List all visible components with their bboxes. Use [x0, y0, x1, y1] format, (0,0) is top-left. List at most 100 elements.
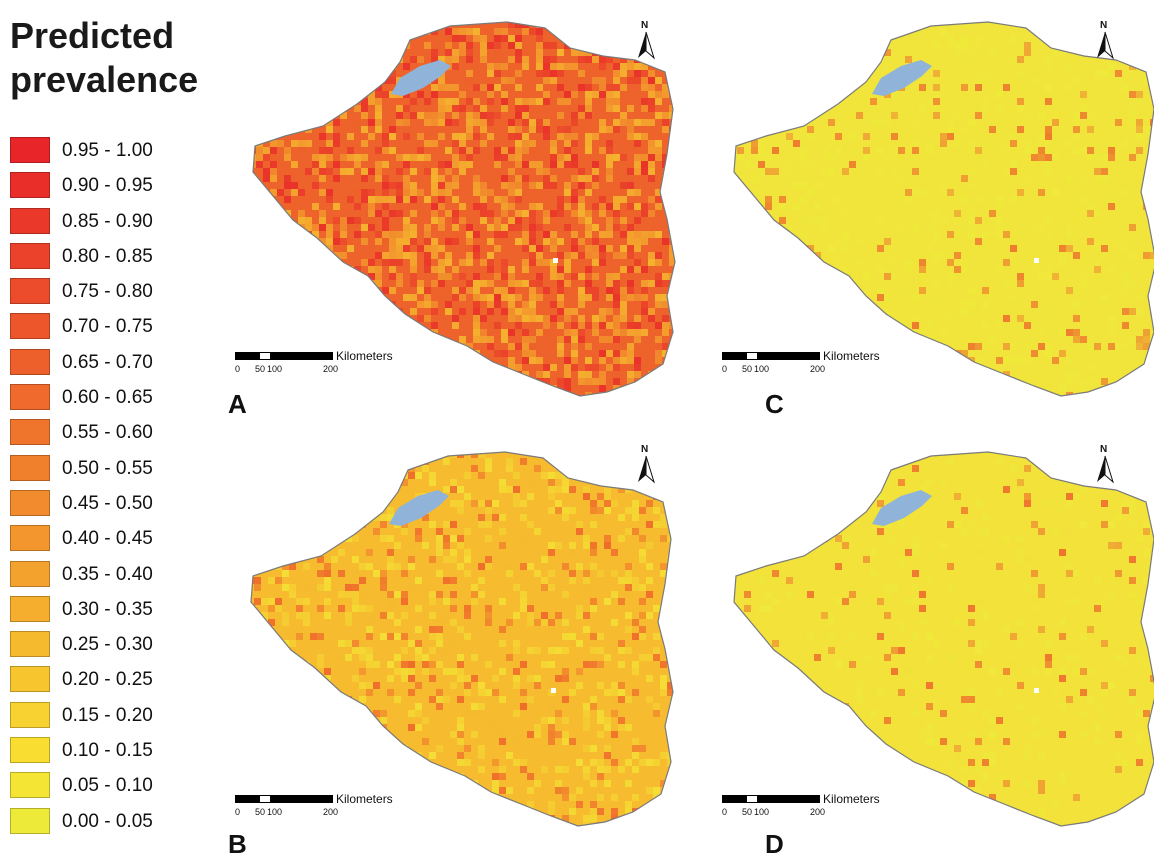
legend-range-label: 0.25 - 0.30: [62, 634, 153, 656]
legend-swatch: [10, 737, 50, 764]
north-label: N: [1100, 444, 1108, 455]
lake-kariba: [872, 60, 932, 96]
legend-range-label: 0.00 - 0.05: [62, 810, 153, 832]
map-panel-d: N Kilometers 0 50 100 200 D: [718, 430, 1154, 868]
scale-bar: Kilometers 0 50 100 200: [235, 792, 435, 825]
scale-tick-label: 0: [722, 364, 728, 374]
city-marker: [553, 258, 558, 263]
prevalence-map-c: [733, 21, 1154, 397]
legend-range-label: 0.35 - 0.40: [62, 563, 153, 585]
lake-kariba: [872, 490, 932, 526]
legend-swatch: [10, 701, 50, 728]
prevalence-surface: [251, 452, 673, 826]
scale-segment: [235, 795, 247, 803]
prevalence-map-a: [252, 21, 676, 397]
legend-swatch: [10, 807, 50, 834]
scale-bar-graphic: [722, 352, 822, 362]
country-border: [252, 21, 676, 397]
legend-range-label: 0.05 - 0.10: [62, 775, 153, 797]
legend-swatch: [10, 242, 50, 269]
prevalence-map-d: [733, 451, 1154, 827]
scale-tick-label: 100: [267, 807, 283, 817]
map-panel-c: N Kilometers 0 50 100 200 C: [718, 0, 1154, 430]
legend-swatch: [10, 489, 50, 516]
scale-segment: [283, 352, 333, 360]
legend-swatch: [10, 525, 50, 552]
legend-range-label: 0.65 - 0.70: [62, 351, 153, 373]
legend-swatch: [10, 560, 50, 587]
legend-swatch: [10, 419, 50, 446]
north-arrow-icon: N: [1094, 444, 1116, 484]
north-arrow-icon: N: [635, 20, 657, 60]
country-border: [733, 21, 1154, 397]
legend-range-label: 0.70 - 0.75: [62, 316, 153, 338]
lake-kariba: [391, 60, 451, 96]
legend-range-label: 0.10 - 0.15: [62, 740, 153, 762]
scale-tick-label: 200: [810, 364, 826, 374]
scale-segment: [259, 352, 271, 360]
city-marker: [1034, 688, 1039, 693]
scale-tick-label: 50: [742, 364, 753, 374]
legend-range-label: 0.30 - 0.35: [62, 598, 153, 620]
legend-swatch: [10, 313, 50, 340]
scale-tick-label: 50: [742, 807, 753, 817]
scale-bar: Kilometers 0 50 100 200: [722, 792, 922, 825]
country-border: [250, 451, 674, 827]
scale-segment: [247, 795, 259, 803]
city-marker: [551, 688, 556, 693]
scale-segment: [259, 795, 271, 803]
scale-bar: Kilometers 0 50 100 200: [235, 349, 435, 382]
legend-range-label: 0.50 - 0.55: [62, 457, 153, 479]
scale-segment: [271, 795, 283, 803]
legend-range-label: 0.90 - 0.95: [62, 175, 153, 197]
scale-segment: [734, 352, 746, 360]
north-arrow-icon: N: [1094, 20, 1116, 60]
scale-bar-graphic: [722, 795, 822, 805]
scale-tick-label: 100: [267, 364, 283, 374]
north-arrow-icon: N: [635, 444, 657, 484]
scale-segment: [758, 795, 770, 803]
scale-tick-label: 100: [754, 807, 770, 817]
scale-tick-label: 50: [255, 807, 266, 817]
country-border: [733, 451, 1154, 827]
scale-segment: [746, 795, 758, 803]
scale-tick-label: 100: [754, 364, 770, 374]
north-label: N: [641, 444, 649, 455]
legend-swatch: [10, 454, 50, 481]
scale-segment: [758, 352, 770, 360]
lake-kariba: [389, 490, 449, 526]
legend-range-label: 0.80 - 0.85: [62, 245, 153, 267]
prevalence-surface: [734, 452, 1154, 826]
map-panel-a: N Kilometers 0 50 100 200 A: [228, 0, 695, 430]
scale-unit-label: Kilometers: [823, 349, 880, 363]
legend: Predicted prevalence 0.95 - 1.00 0.90 - 0…: [0, 0, 230, 868]
country-fill: [734, 22, 1154, 396]
legend-range-label: 0.45 - 0.50: [62, 492, 153, 514]
country-fill: [251, 452, 673, 826]
legend-swatch: [10, 666, 50, 693]
scale-tick-label: 50: [255, 364, 266, 374]
panel-letter-b: B: [228, 829, 247, 859]
scale-bar-graphic: [235, 795, 335, 805]
scale-tick-label: 0: [722, 807, 728, 817]
scale-segment: [734, 795, 746, 803]
scale-unit-label: Kilometers: [823, 792, 880, 806]
scale-bar: Kilometers 0 50 100 200: [722, 349, 922, 382]
scale-segment: [770, 352, 820, 360]
legend-swatch: [10, 384, 50, 411]
legend-title-line1: Predicted: [10, 15, 175, 56]
scale-segment: [283, 795, 333, 803]
legend-swatch: [10, 631, 50, 658]
scale-segment: [722, 795, 734, 803]
legend-swatch: [10, 348, 50, 375]
legend-swatch: [10, 207, 50, 234]
north-label: N: [641, 20, 649, 31]
scale-tick-label: 0: [235, 807, 241, 817]
scale-segment: [271, 352, 283, 360]
legend-range-label: 0.85 - 0.90: [62, 210, 153, 232]
scale-segment: [247, 352, 259, 360]
scale-segment: [770, 795, 820, 803]
scale-segment: [722, 352, 734, 360]
legend-title-line2: prevalence: [10, 59, 199, 100]
scale-segment: [235, 352, 247, 360]
